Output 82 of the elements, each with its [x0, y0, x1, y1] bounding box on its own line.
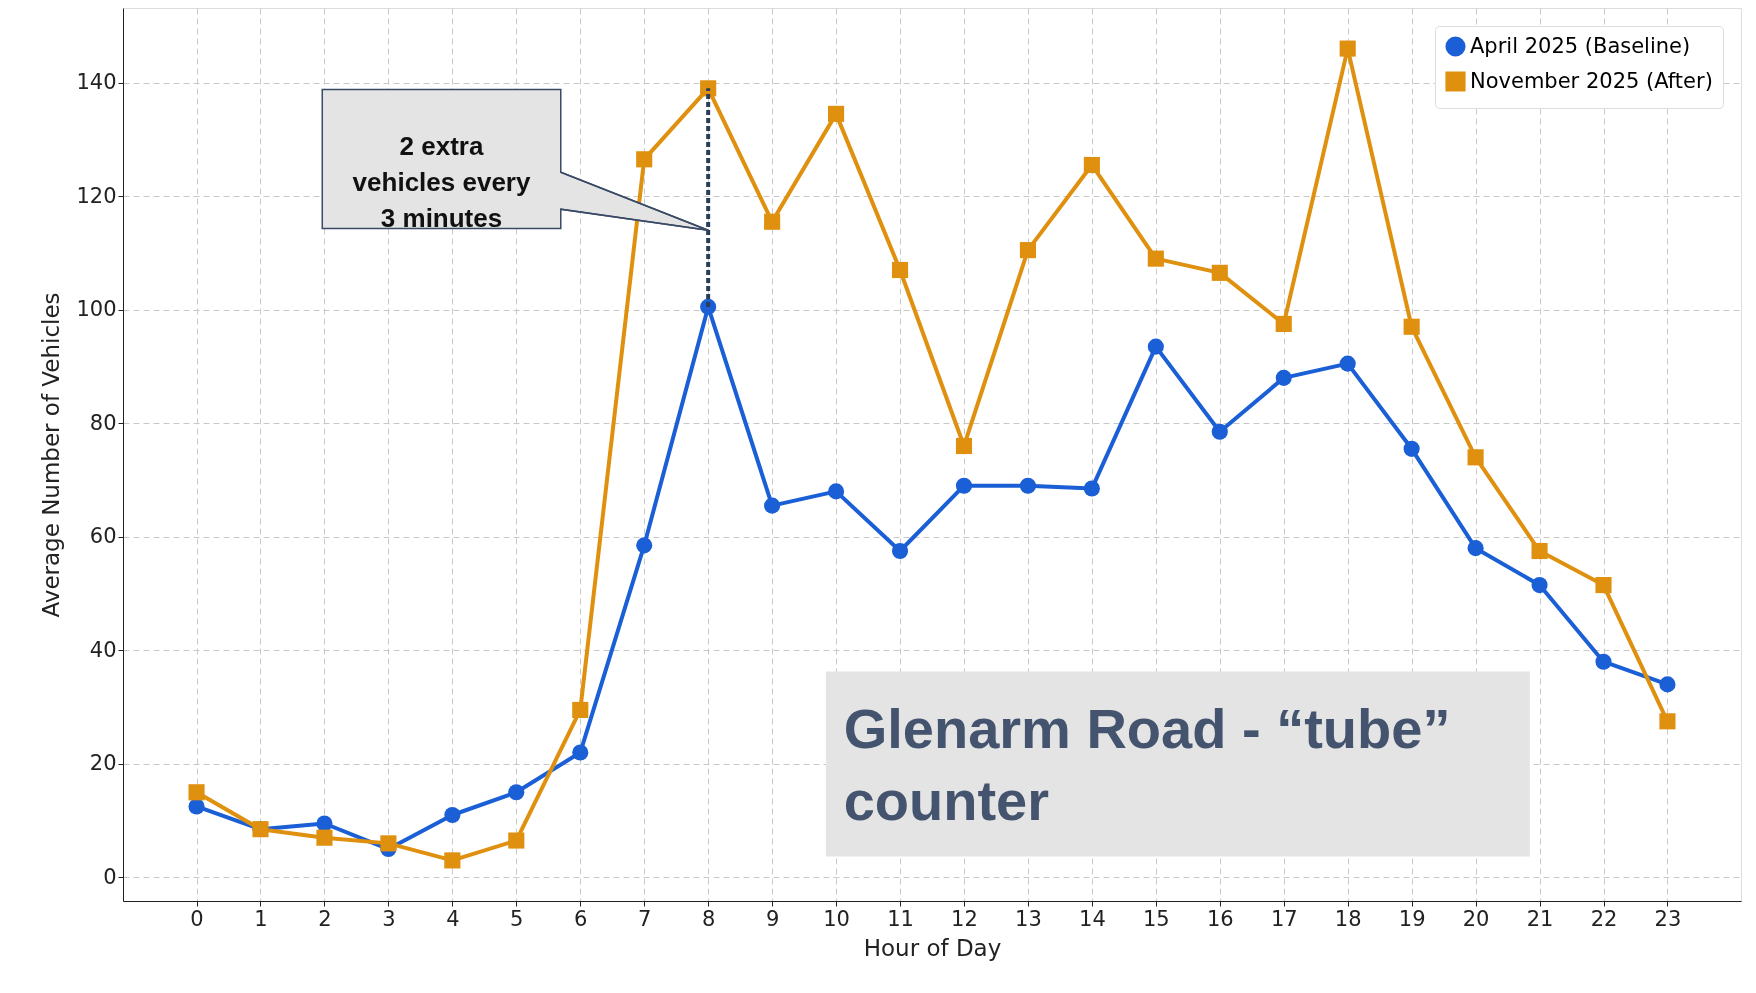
x-tick-label: 18	[1334, 906, 1362, 931]
x-tick-label: 1	[254, 906, 268, 931]
point	[572, 701, 589, 719]
x-tick-label: 9	[765, 906, 780, 931]
x-tick-label: 13	[1015, 906, 1042, 931]
point	[316, 815, 333, 832]
point	[1211, 264, 1228, 281]
y-tick-label: 40	[89, 637, 117, 662]
x-tick-label: 2	[318, 906, 332, 931]
point	[764, 213, 781, 230]
x-tick-label: 12	[951, 906, 978, 931]
point	[1595, 653, 1612, 670]
y-tick-label: 140	[76, 70, 117, 95]
point	[1019, 242, 1036, 259]
x-tick-label: 22	[1590, 906, 1618, 931]
x-tick-label: 11	[887, 906, 914, 931]
point	[1403, 318, 1420, 335]
point	[1467, 449, 1484, 466]
point	[1467, 540, 1484, 557]
x-tick-label: 15	[1142, 906, 1170, 931]
y-tick-label: 120	[76, 183, 117, 208]
y-tick-label: 100	[76, 297, 117, 322]
point	[828, 105, 845, 122]
x-tick-label: 4	[446, 906, 460, 931]
point	[188, 784, 205, 801]
point	[1275, 369, 1292, 386]
point	[700, 80, 717, 97]
x-tick-label: 16	[1206, 906, 1234, 931]
x-tick-label: 7	[638, 906, 652, 931]
point	[572, 744, 589, 761]
point	[1595, 577, 1612, 594]
point	[1083, 156, 1100, 174]
x-tick-label: 3	[382, 906, 396, 931]
x-tick-label: 10	[823, 906, 850, 931]
y-tick-label: 80	[89, 410, 117, 435]
point	[1659, 676, 1676, 693]
point	[1275, 315, 1292, 332]
point	[508, 832, 525, 849]
point	[636, 537, 653, 554]
point	[636, 151, 653, 168]
point	[828, 483, 845, 500]
point	[1147, 338, 1164, 355]
x-tick-label: 20	[1462, 906, 1490, 931]
point	[1211, 423, 1228, 440]
annotation: Glenarm Road - “tube” counter	[843, 697, 1451, 833]
point	[316, 829, 333, 846]
point	[508, 784, 525, 801]
annotation: 2 extra vehicles every 3 minutes	[352, 130, 531, 233]
y-tick-label: 20	[89, 751, 117, 776]
legend-label: November 2025 (After)	[1470, 68, 1713, 93]
point	[444, 852, 461, 869]
point	[1083, 480, 1100, 497]
point	[891, 542, 909, 560]
point	[1403, 440, 1420, 457]
point	[891, 261, 909, 279]
x-tick-label: 23	[1654, 906, 1682, 931]
point	[955, 437, 973, 455]
x-tick-label: 21	[1526, 906, 1554, 931]
x-tick-label: 17	[1270, 906, 1298, 931]
point	[1339, 355, 1356, 372]
point	[188, 798, 205, 815]
point	[1147, 250, 1164, 267]
x-tick-label: 8	[701, 906, 716, 931]
legend-label: April 2025 (Baseline)	[1470, 33, 1691, 58]
x-tick-label: 14	[1079, 906, 1106, 931]
y-tick-label: 60	[89, 524, 117, 549]
point	[764, 497, 781, 514]
x-axis-title: Hour of Day	[863, 934, 1002, 961]
point	[1659, 713, 1676, 730]
x-tick-label: 6	[574, 906, 588, 931]
point	[1339, 40, 1356, 57]
x-tick-label: 19	[1398, 906, 1426, 931]
point	[1531, 577, 1548, 594]
point	[380, 835, 397, 852]
point	[1531, 542, 1548, 560]
x-tick-label: 0	[190, 906, 204, 931]
y-axis-title: Average Number of Vehicles	[38, 292, 65, 618]
point	[1019, 477, 1036, 494]
point	[955, 477, 973, 494]
x-tick-label: 5	[510, 906, 524, 931]
y-tick-label: 0	[103, 864, 117, 889]
point	[444, 806, 461, 824]
